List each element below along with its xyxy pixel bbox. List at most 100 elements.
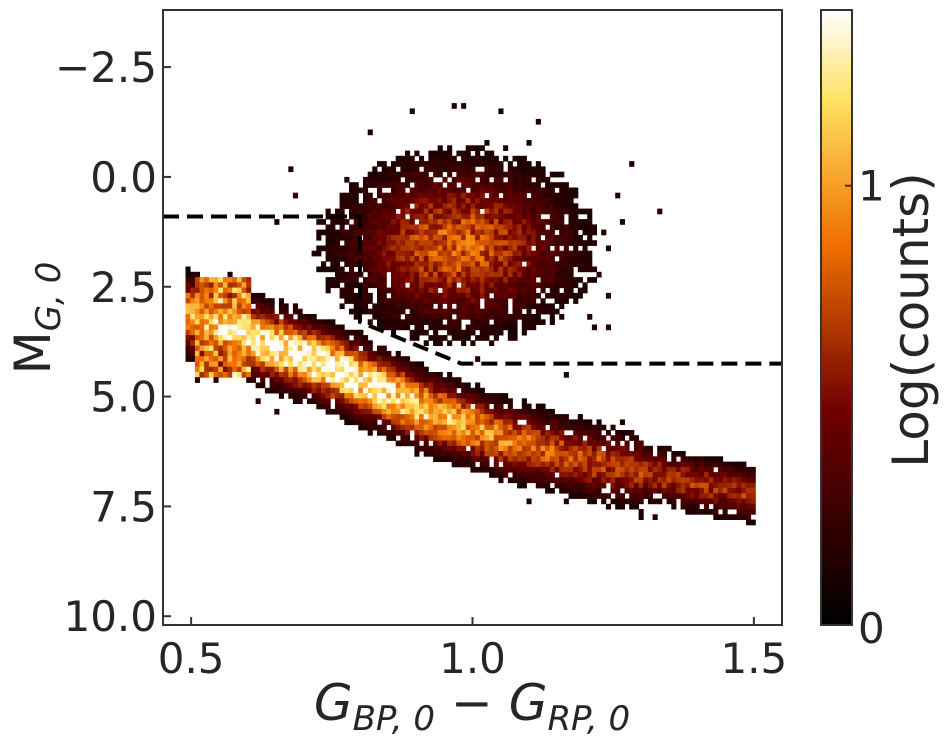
- heatmap-cell: [292, 377, 298, 383]
- heatmap-cell: [568, 466, 574, 473]
- heatmap-cell: [479, 266, 485, 273]
- heatmap-cell: [414, 393, 420, 399]
- heatmap-cell: [246, 314, 252, 320]
- heatmap-cell: [456, 440, 462, 447]
- heatmap-cell: [675, 487, 681, 494]
- heatmap-cell: [222, 324, 228, 331]
- heatmap-cell: [437, 282, 443, 289]
- heatmap-cell: [391, 361, 397, 368]
- heatmap-cell: [377, 356, 383, 362]
- heatmap-cell: [573, 234, 579, 241]
- heatmap-cell: [461, 176, 467, 183]
- heatmap-cell: [461, 219, 467, 225]
- heatmap-cell: [419, 435, 425, 441]
- heatmap-cell: [433, 266, 439, 273]
- heatmap-cell: [437, 377, 443, 383]
- heatmap-cell: [447, 292, 453, 299]
- heatmap-cell: [512, 277, 518, 283]
- heatmap-cell: [297, 372, 303, 378]
- heatmap-cell: [549, 414, 555, 420]
- heatmap-cell: [461, 419, 467, 426]
- heatmap-cell: [213, 319, 219, 325]
- heatmap-cell: [498, 224, 504, 231]
- heatmap-cell: [540, 308, 546, 315]
- heatmap-cell: [582, 482, 588, 489]
- heatmap-cell: [302, 361, 308, 368]
- heatmap-cell: [493, 329, 499, 336]
- heatmap-cell: [708, 482, 714, 489]
- heatmap-cell: [573, 219, 579, 225]
- heatmap-cell: [559, 250, 565, 257]
- heatmap-cell: [559, 171, 565, 178]
- heatmap-cell: [554, 308, 560, 315]
- heatmap-cell: [414, 171, 420, 178]
- heatmap-cell: [732, 503, 738, 510]
- heatmap-cell: [549, 419, 555, 426]
- heatmap-cell: [335, 208, 341, 215]
- heatmap-cell: [559, 266, 565, 273]
- heatmap-cell: [185, 303, 191, 310]
- heatmap-cell: [638, 472, 644, 478]
- heatmap-cell: [344, 277, 350, 283]
- heatmap-cell: [568, 440, 574, 447]
- heatmap-cell: [479, 393, 485, 399]
- heatmap-cell: [199, 282, 205, 289]
- heatmap-cell: [335, 398, 341, 404]
- heatmap-cell: [638, 466, 644, 473]
- heatmap-cell: [689, 466, 695, 473]
- heatmap-cell: [353, 198, 359, 204]
- heatmap-cell: [381, 266, 387, 273]
- heatmap-cell: [526, 176, 532, 183]
- heatmap-cell: [227, 361, 233, 368]
- heatmap-cell: [353, 382, 359, 389]
- heatmap-cell: [470, 451, 476, 457]
- heatmap-cell: [498, 250, 504, 257]
- heatmap-cell: [643, 456, 649, 462]
- heatmap-cell: [349, 240, 355, 246]
- heatmap-cell: [465, 456, 471, 462]
- heatmap-cell: [526, 229, 532, 236]
- heatmap-cell: [349, 213, 355, 220]
- heatmap-cell: [274, 387, 280, 394]
- heatmap-cell: [335, 382, 341, 389]
- heatmap-cell: [344, 382, 350, 389]
- heatmap-cell: [498, 308, 504, 315]
- heatmap-cell: [395, 219, 401, 225]
- heatmap-cell: [456, 219, 462, 225]
- heatmap-cell: [400, 366, 406, 373]
- heatmap-cell: [549, 282, 555, 289]
- heatmap-cell: [437, 198, 443, 204]
- heatmap-cell: [727, 466, 733, 473]
- heatmap-cell: [381, 314, 387, 320]
- heatmap-cell: [563, 292, 569, 299]
- heatmap-cell: [278, 356, 284, 362]
- heatmap-cell: [222, 329, 228, 336]
- heatmap-cell: [470, 435, 476, 441]
- heatmap-cell: [475, 245, 481, 252]
- heatmap-cell: [386, 366, 392, 373]
- heatmap-cell: [405, 229, 411, 236]
- heatmap-cell: [517, 451, 523, 457]
- heatmap-cell: [451, 166, 457, 173]
- heatmap-cell: [437, 240, 443, 246]
- heatmap-cell: [503, 245, 509, 252]
- heatmap-cell: [512, 187, 518, 194]
- heatmap-cell: [367, 361, 373, 368]
- heatmap-cell: [344, 298, 350, 304]
- heatmap-cell: [264, 298, 270, 304]
- heatmap-cell: [633, 493, 639, 499]
- heatmap-cell: [619, 451, 625, 457]
- heatmap-cell: [321, 345, 327, 352]
- heatmap-cell: [535, 408, 541, 415]
- heatmap-cell: [395, 366, 401, 373]
- heatmap-cell: [339, 266, 345, 273]
- heatmap-cell: [657, 456, 663, 462]
- heatmap-cell: [419, 445, 425, 452]
- heatmap-cell: [269, 377, 275, 383]
- heatmap-cell: [381, 240, 387, 246]
- heatmap-cell: [419, 266, 425, 273]
- heatmap-cell: [451, 445, 457, 452]
- heatmap-cell: [353, 203, 359, 209]
- heatmap-cell: [554, 171, 560, 178]
- heatmap-cell: [736, 493, 742, 499]
